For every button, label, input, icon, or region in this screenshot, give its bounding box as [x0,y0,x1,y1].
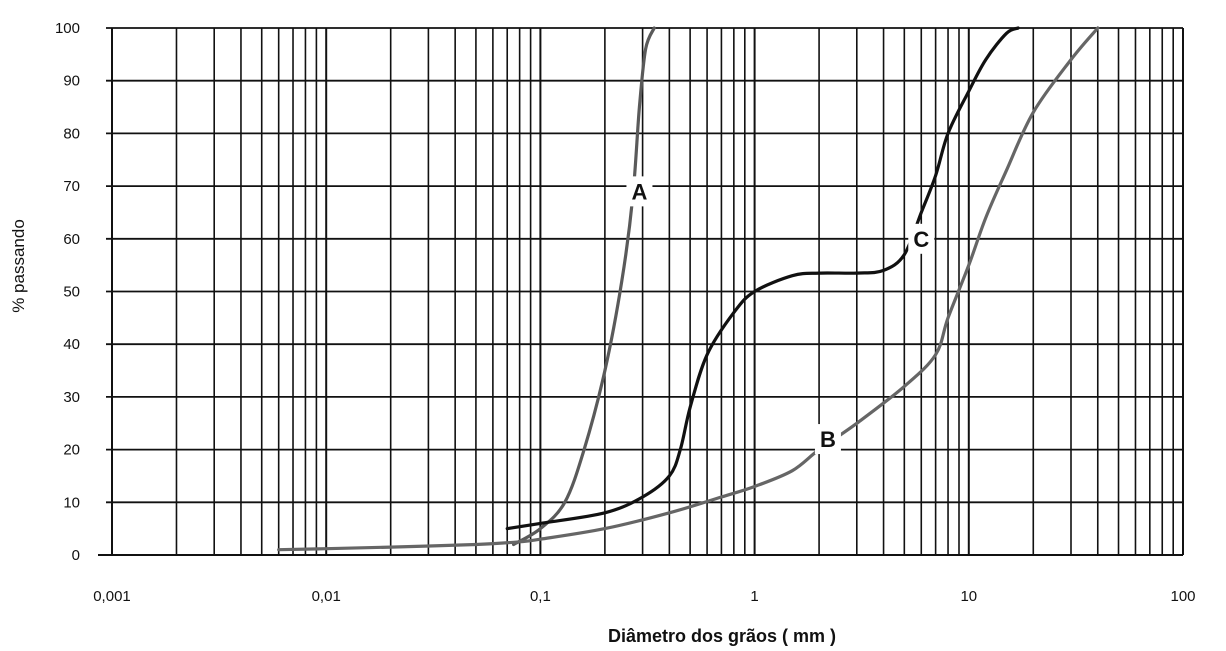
series-line-c [505,26,1020,531]
curve-label-c: C [913,227,929,252]
x-tick-label: 100 [1170,588,1195,605]
y-tick-label: 70 [63,178,80,195]
x-tick-label: 0,1 [530,588,551,605]
y-tick-label: 40 [63,336,80,353]
series-line-b [277,26,1100,552]
x-tick-label: 0,001 [93,588,131,605]
series-line-a [512,26,656,547]
x-tick-label: 0,01 [312,588,341,605]
y-tick-label: 30 [63,389,80,406]
y-tick-label: 60 [63,231,80,248]
curve-labels: A C B [626,176,935,455]
y-tick-label: 90 [63,73,80,90]
curve-label-background [814,424,841,455]
y-tick-label: 100 [55,20,80,37]
y-tick-label: 10 [63,494,80,511]
x-tick-label: 1 [750,588,758,605]
curve-label-background [626,176,653,207]
x-tick-label: 10 [960,588,977,605]
y-tick-label: 20 [63,442,80,459]
y-tick-label: 0 [72,547,80,564]
curve-label-b: B [820,427,836,452]
axes: 0 10 20 30 40 50 60 70 80 90 100 0,001 0,01 0,1 1 10 100 [55,20,1196,605]
grid [98,27,1184,556]
series-lines [277,26,1100,552]
curve-label-background [908,223,935,254]
y-tick-label: 80 [63,125,80,142]
y-tick-label: 50 [63,284,80,301]
x-axis-title: Diâmetro dos grãos ( mm ) [608,626,836,646]
y-axis-title: % passando [9,219,28,313]
curve-label-a: A [632,179,648,204]
